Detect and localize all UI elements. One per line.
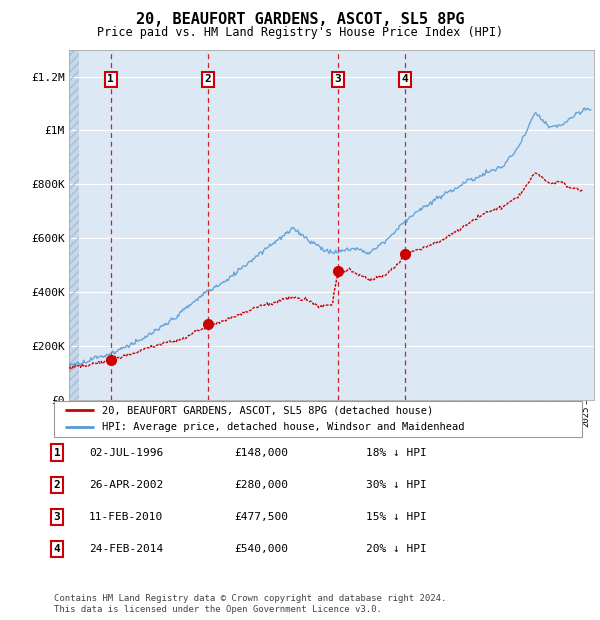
Bar [69,50,79,400]
Text: 1: 1 [107,74,114,84]
Text: 3: 3 [53,512,61,522]
Text: £477,500: £477,500 [234,512,288,522]
Text: 24-FEB-2014: 24-FEB-2014 [89,544,163,554]
Text: 20, BEAUFORT GARDENS, ASCOT, SL5 8PG: 20, BEAUFORT GARDENS, ASCOT, SL5 8PG [136,12,464,27]
Text: 02-JUL-1996: 02-JUL-1996 [89,448,163,458]
Text: Contains HM Land Registry data © Crown copyright and database right 2024.
This d: Contains HM Land Registry data © Crown c… [54,595,446,614]
Text: 2: 2 [53,480,61,490]
Text: 4: 4 [53,544,61,554]
Text: £280,000: £280,000 [234,480,288,490]
Text: 1: 1 [53,448,61,458]
Text: 15% ↓ HPI: 15% ↓ HPI [366,512,427,522]
Text: £540,000: £540,000 [234,544,288,554]
Bar [69,50,79,400]
Text: Price paid vs. HM Land Registry's House Price Index (HPI): Price paid vs. HM Land Registry's House … [97,26,503,39]
Text: £148,000: £148,000 [234,448,288,458]
Text: 3: 3 [334,74,341,84]
FancyBboxPatch shape [54,401,582,437]
Text: 4: 4 [401,74,408,84]
Text: HPI: Average price, detached house, Windsor and Maidenhead: HPI: Average price, detached house, Wind… [101,422,464,432]
Text: 30% ↓ HPI: 30% ↓ HPI [366,480,427,490]
Text: 26-APR-2002: 26-APR-2002 [89,480,163,490]
Text: 11-FEB-2010: 11-FEB-2010 [89,512,163,522]
Text: 18% ↓ HPI: 18% ↓ HPI [366,448,427,458]
Text: 20% ↓ HPI: 20% ↓ HPI [366,544,427,554]
Text: 20, BEAUFORT GARDENS, ASCOT, SL5 8PG (detached house): 20, BEAUFORT GARDENS, ASCOT, SL5 8PG (de… [101,405,433,415]
Text: 2: 2 [204,74,211,84]
